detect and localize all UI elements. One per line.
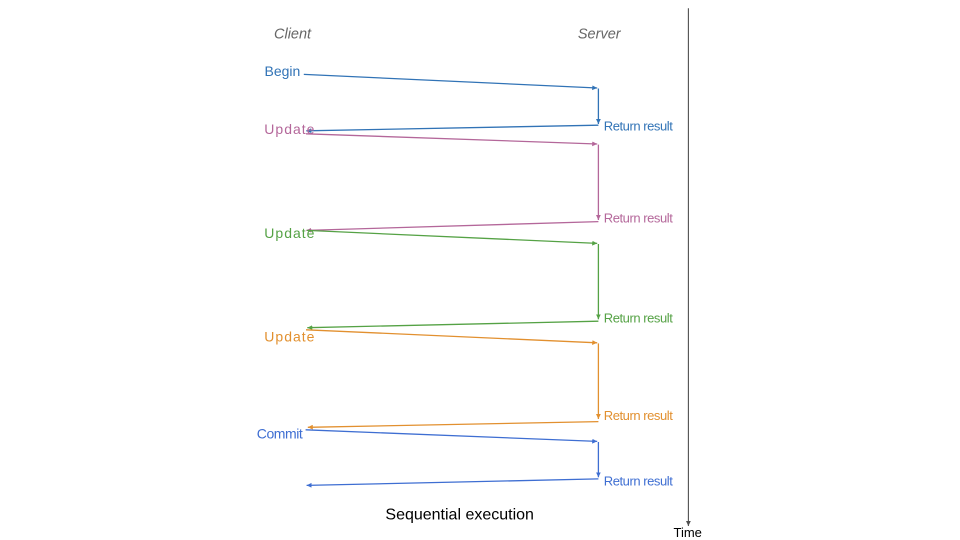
svg-text:Return result: Return result [604,210,673,225]
svg-text:Commit: Commit [257,426,303,442]
svg-text:Return result: Return result [604,311,673,326]
svg-text:Begin: Begin [265,63,301,79]
svg-text:Sequential execution: Sequential execution [385,506,534,523]
svg-text:Update: Update [264,225,315,241]
svg-text:Update: Update [264,329,315,345]
svg-text:Return result: Return result [604,408,673,423]
svg-text:Client: Client [274,27,312,43]
svg-text:Return result: Return result [604,473,673,488]
svg-text:Update: Update [264,121,315,137]
svg-text:Return result: Return result [604,118,673,133]
svg-text:Time: Time [674,525,702,540]
svg-text:Server: Server [578,27,622,43]
